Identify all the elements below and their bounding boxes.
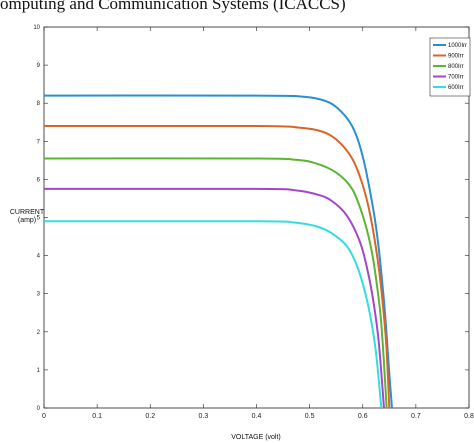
x-tick-label: 0.5 — [305, 413, 315, 420]
y-tick-label: 4 — [37, 254, 41, 260]
legend-label: 900Irr — [448, 54, 464, 60]
x-tick-label: 0.7 — [411, 413, 421, 420]
y-tick-label: 10 — [33, 25, 40, 31]
curves — [43, 94, 393, 409]
y-tick-label: 9 — [37, 63, 41, 69]
legend-label: 600Irr — [448, 85, 464, 91]
y-tick-labels: 0 1 2 3 4 5 6 7 8 9 10 — [33, 25, 40, 412]
x-axis-title: VOLTAGE (volt) — [231, 434, 281, 441]
x-tick-label: 0.1 — [92, 413, 102, 420]
x-tick-label: 0.8 — [464, 413, 474, 420]
y-axis-title-line1: CURRENT — [10, 209, 45, 216]
series-line-700Irr — [43, 187, 385, 409]
series-line-900Irr — [43, 124, 391, 409]
series-line-800Irr — [43, 157, 388, 409]
y-tick-label: 0 — [37, 406, 41, 412]
y-tick-label: 8 — [37, 101, 41, 107]
x-tick-label: 0.6 — [358, 413, 368, 420]
y-axis-title-line2: (amp) — [18, 217, 36, 224]
legend-label: 800Irr — [448, 64, 464, 70]
y-tick-label: 5 — [37, 216, 41, 222]
x-tick-label: 0 — [42, 413, 46, 420]
legend-label: 700Irr — [448, 75, 464, 81]
page-header-text: omputing and Communication Systems (ICAC… — [0, 0, 346, 13]
x-tick-labels: 0 0.1 0.2 0.3 0.4 0.5 0.6 0.7 0.8 — [42, 413, 474, 420]
x-tick-label: 0.4 — [252, 413, 262, 420]
plot-area — [43, 26, 470, 409]
y-tick-label: 7 — [37, 139, 41, 145]
legend-label: 1000Irr — [448, 43, 467, 49]
x-tick-label: 0.2 — [145, 413, 155, 420]
y-tick-label: 3 — [37, 292, 41, 298]
y-tick-label: 6 — [37, 177, 41, 183]
series-line-1000Irr — [43, 94, 393, 409]
y-tick-label: 1 — [37, 368, 41, 374]
y-tick-label: 2 — [37, 330, 41, 336]
legend: 1000Irr 900Irr 800Irr 700Irr 600Irr — [429, 37, 471, 97]
series-line-600Irr — [43, 220, 383, 409]
x-tick-label: 0.3 — [199, 413, 209, 420]
